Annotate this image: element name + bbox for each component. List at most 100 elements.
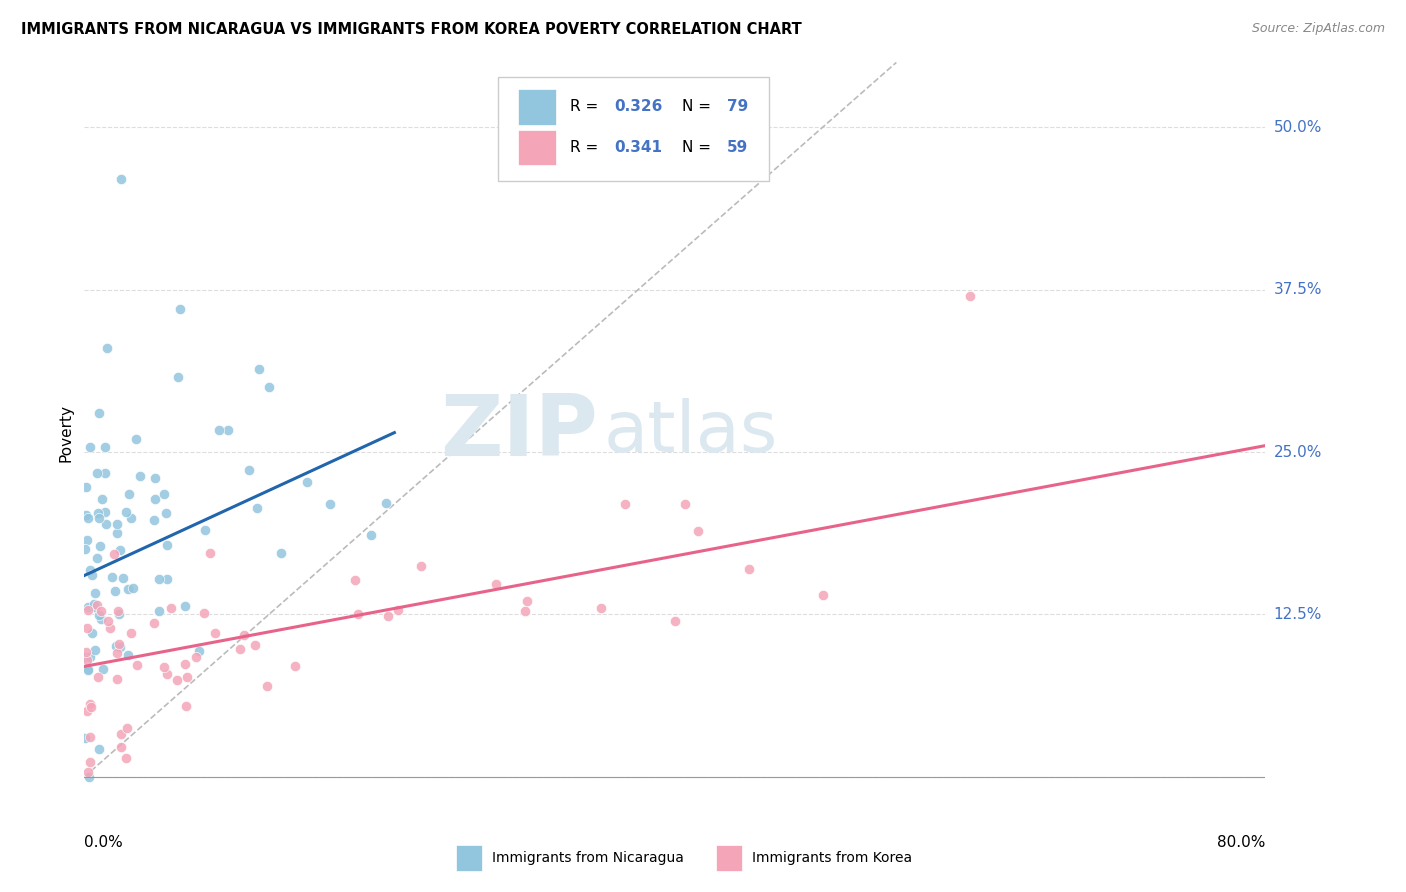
Point: [110, 727, 132, 741]
Text: R =: R =: [569, 140, 603, 155]
Point: [284, 658, 307, 673]
Point: [155, 506, 177, 520]
Text: 59: 59: [727, 140, 748, 155]
Point: [77, 600, 100, 615]
Point: [76, 621, 98, 635]
Point: [83, 597, 105, 611]
Point: [79, 563, 101, 577]
Point: [152, 660, 174, 674]
Bar: [517, 89, 555, 125]
Point: [194, 523, 217, 537]
Point: [73, 649, 96, 664]
Point: [79, 698, 101, 712]
Point: [90, 604, 112, 618]
Text: Immigrants from Korea: Immigrants from Korea: [752, 851, 911, 865]
Point: [166, 673, 188, 687]
Point: [233, 627, 256, 641]
Text: 50.0%: 50.0%: [1274, 120, 1322, 135]
Text: N =: N =: [682, 99, 716, 114]
Point: [516, 594, 538, 608]
Point: [75, 508, 97, 523]
Point: [738, 562, 761, 576]
Point: [94, 466, 117, 480]
Point: [256, 679, 278, 693]
Text: 25.0%: 25.0%: [1274, 444, 1322, 459]
Point: [193, 606, 215, 620]
Point: [75, 645, 97, 659]
Point: [387, 603, 409, 617]
Point: [96, 341, 118, 355]
Text: N =: N =: [682, 140, 716, 155]
Point: [86, 598, 108, 612]
Point: [90, 612, 112, 626]
Point: [673, 496, 696, 510]
Point: [591, 601, 613, 615]
Point: [79, 440, 101, 454]
Point: [360, 527, 382, 541]
Point: [217, 424, 239, 438]
Point: [143, 513, 166, 527]
Point: [257, 380, 280, 394]
Point: [79, 755, 101, 769]
Point: [77, 663, 100, 677]
Point: [103, 547, 125, 561]
Point: [79, 730, 101, 744]
Point: [108, 640, 131, 655]
Point: [101, 570, 124, 584]
Point: [110, 739, 132, 754]
Point: [686, 524, 709, 538]
Point: [76, 705, 98, 719]
Bar: [716, 846, 742, 871]
Point: [76, 480, 98, 494]
Point: [169, 302, 191, 317]
Point: [238, 463, 260, 477]
Point: [77, 511, 100, 525]
Point: [344, 574, 367, 588]
Point: [246, 500, 269, 515]
Text: 37.5%: 37.5%: [1274, 282, 1322, 297]
Text: Immigrants from Nicaragua: Immigrants from Nicaragua: [492, 851, 683, 865]
Point: [247, 362, 270, 376]
Point: [127, 658, 149, 673]
Point: [664, 614, 686, 628]
Point: [83, 643, 105, 657]
Point: [77, 765, 100, 780]
Point: [156, 538, 179, 552]
Point: [143, 470, 166, 484]
Point: [117, 648, 139, 663]
Point: [87, 507, 110, 521]
Point: [173, 599, 195, 613]
Text: 0.326: 0.326: [614, 99, 664, 114]
Point: [115, 751, 138, 765]
FancyBboxPatch shape: [498, 78, 769, 181]
Point: [204, 625, 226, 640]
Point: [76, 653, 98, 667]
Point: [129, 469, 152, 483]
Text: R =: R =: [569, 99, 603, 114]
Point: [86, 551, 108, 566]
Point: [184, 650, 207, 665]
Point: [79, 649, 101, 664]
Point: [87, 741, 110, 756]
Point: [270, 546, 292, 560]
Point: [73, 731, 96, 745]
Point: [115, 721, 138, 735]
Point: [115, 505, 138, 519]
Point: [94, 516, 117, 531]
Y-axis label: Poverty: Poverty: [59, 403, 75, 462]
Point: [347, 607, 370, 621]
Point: [159, 601, 181, 615]
Point: [73, 541, 96, 556]
Text: 12.5%: 12.5%: [1274, 607, 1322, 622]
Point: [86, 466, 108, 480]
Text: 80.0%: 80.0%: [1218, 835, 1265, 850]
Point: [118, 487, 141, 501]
Point: [142, 615, 165, 630]
Text: atlas: atlas: [605, 398, 779, 467]
Text: 0.0%: 0.0%: [84, 835, 124, 850]
Point: [112, 571, 135, 585]
Point: [76, 533, 98, 548]
Point: [156, 667, 179, 681]
Point: [176, 670, 198, 684]
Point: [125, 433, 148, 447]
